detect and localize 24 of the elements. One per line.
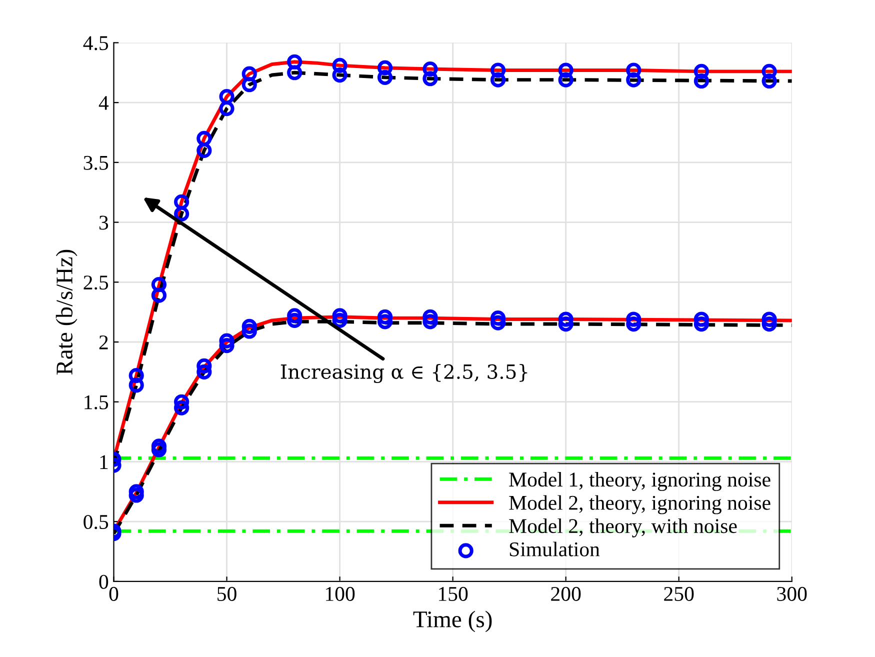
legend-label: Simulation (510, 542, 600, 556)
y-tick-label: 1 (100, 455, 108, 469)
y-tick-label: 4.5 (83, 36, 108, 50)
y-tick-label: 3.5 (84, 156, 108, 170)
y-tick-label: 0 (99, 574, 108, 589)
x-tick-label: 50 (218, 586, 236, 601)
legend-label: Model 2, theory, ignoring noise (509, 495, 770, 514)
x-tick-label: 100 (326, 586, 355, 601)
legend-label: Model 1, theory, ignoring noise (509, 472, 770, 491)
x-tick-label: 200 (551, 586, 581, 601)
y-tick-label: 2 (99, 335, 108, 350)
y-tick-label: 4 (98, 96, 109, 110)
y-tick-label: 1.5 (84, 395, 108, 410)
x-axis-title: Time (s) (413, 610, 492, 632)
y-tick-label: 2.5 (84, 276, 108, 290)
x-tick-label: 300 (777, 586, 807, 601)
y-tick-label: 3 (99, 216, 108, 230)
y-axis-title: Rate (b/s/Hz) (56, 250, 78, 375)
annotation: Increasing α ∈ {2.5, 3.5} (280, 364, 528, 384)
y-tick-label: 0.5 (84, 514, 108, 530)
x-tick-label: 0 (109, 586, 118, 601)
legend-label: Model 2, theory, with noise (509, 518, 737, 538)
x-tick-label: 250 (664, 586, 694, 601)
x-tick-label: 150 (439, 586, 468, 601)
